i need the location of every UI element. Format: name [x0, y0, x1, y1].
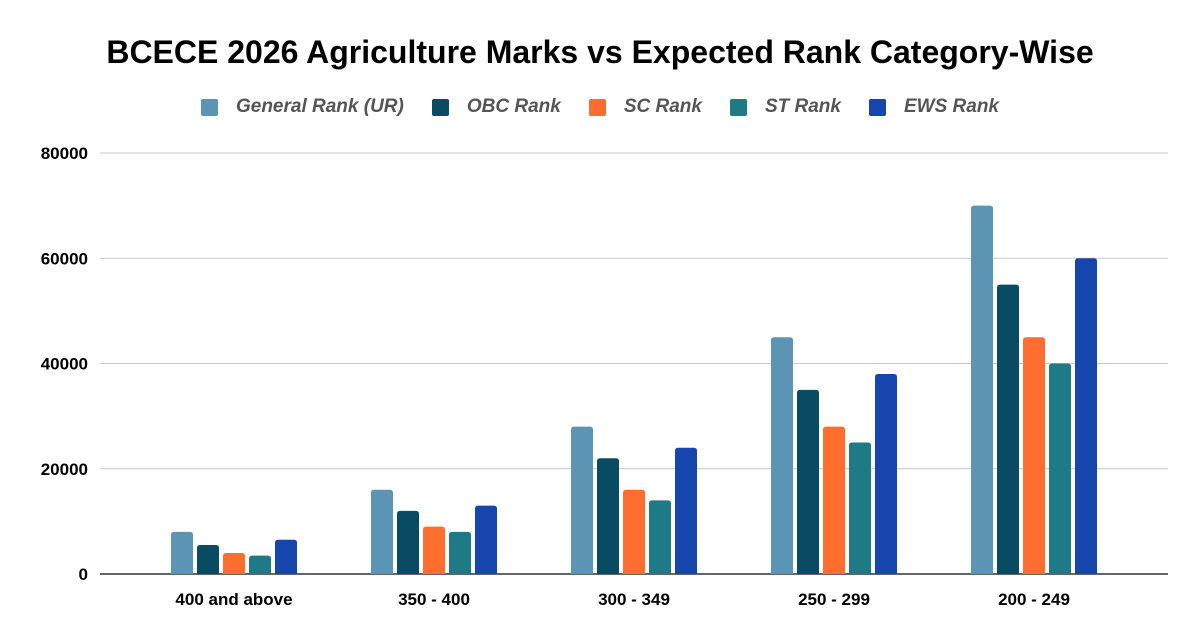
bar-general-rank-ur-350-400: [371, 489, 393, 574]
x-tick-label: 350 - 400: [398, 590, 470, 609]
y-tick-label: 40000: [41, 355, 88, 374]
y-tick-label: 0: [79, 565, 88, 584]
bar-obc-rank-250-299: [797, 389, 819, 574]
y-tick-label: 60000: [41, 249, 88, 268]
legend-item-general-rank-ur: General Rank (UR): [200, 96, 404, 118]
bar-ews-rank-200-249: [1075, 258, 1097, 574]
bars: [171, 205, 1097, 574]
legend-swatch: [200, 98, 218, 116]
legend-item-st-rank: ST Rank: [729, 96, 841, 118]
bar-st-rank-400-and-above: [249, 555, 271, 574]
bar-obc-rank-200-249: [997, 284, 1019, 574]
bar-ews-rank-300-349: [675, 447, 697, 574]
bar-general-rank-ur-300-349: [571, 426, 593, 574]
legend-item-ews-rank: EWS Rank: [868, 96, 1000, 118]
bar-st-rank-250-299: [849, 442, 871, 574]
bar-sc-rank-300-349: [623, 489, 645, 574]
x-axis-ticks: 400 and above 350 - 400 300 - 349 250 - 299…: [175, 590, 1070, 609]
bar-general-rank-ur-250-299: [771, 337, 793, 574]
bar-sc-rank-200-249: [1023, 337, 1045, 574]
x-tick-label: 400 and above: [175, 590, 292, 609]
legend-item-sc-rank: SC Rank: [588, 96, 702, 118]
legend-swatch: [431, 98, 449, 116]
legend-label: General Rank (UR): [235, 96, 404, 117]
x-tick-label: 200 - 249: [998, 590, 1070, 609]
bar-sc-rank-400-and-above: [223, 552, 245, 574]
bar-st-rank-200-249: [1049, 363, 1071, 574]
bar-general-rank-ur-400-and-above: [171, 531, 193, 574]
bar-sc-rank-250-299: [823, 426, 845, 574]
y-axis-ticks: 0 20000 40000 60000 80000: [41, 144, 88, 584]
bar-sc-rank-350-400: [423, 526, 445, 574]
bar-obc-rank-350-400: [397, 510, 419, 574]
x-tick-label: 300 - 349: [598, 590, 670, 609]
bar-obc-rank-400-and-above: [197, 545, 219, 574]
legend-label: ST Rank: [764, 96, 841, 117]
x-tick-label: 250 - 299: [798, 590, 870, 609]
bar-ews-rank-400-and-above: [275, 539, 297, 574]
bar-st-rank-350-400: [449, 531, 471, 574]
bar-ews-rank-250-299: [875, 374, 897, 574]
legend-label: EWS Rank: [903, 96, 1000, 117]
y-tick-label: 80000: [41, 144, 88, 163]
chart-title: BCECE 2026 Agriculture Marks vs Expected…: [106, 34, 1094, 70]
bar-general-rank-ur-200-249: [971, 205, 993, 574]
legend-label: OBC Rank: [466, 96, 561, 117]
bar-ews-rank-350-400: [475, 505, 497, 574]
legend-label: SC Rank: [623, 96, 702, 117]
legend-swatch: [868, 98, 886, 116]
legend-item-obc-rank: OBC Rank: [431, 96, 561, 118]
legend-swatch: [729, 98, 747, 116]
chart-legend: General Rank (UR) OBC Rank SC Rank ST Rank E…: [0, 94, 1200, 120]
bar-st-rank-300-349: [649, 500, 671, 574]
y-tick-label: 20000: [41, 460, 88, 479]
legend-swatch: [588, 98, 606, 116]
bar-obc-rank-300-349: [597, 458, 619, 574]
